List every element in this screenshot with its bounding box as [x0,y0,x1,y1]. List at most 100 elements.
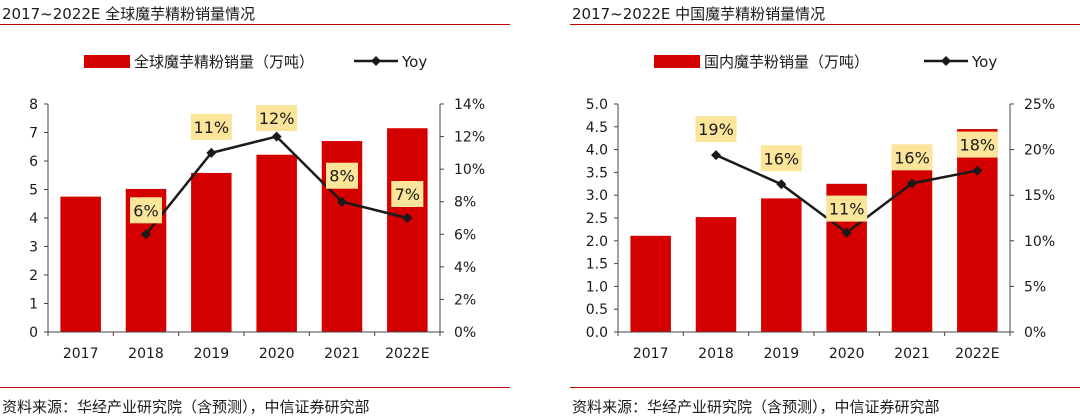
bar-2017 [60,196,101,332]
yoy-label-2020: 12% [256,105,298,131]
x-tick-label: 2022E [955,346,999,362]
y-tick-label-right: 0% [1024,325,1046,341]
x-tick-label: 2019 [764,346,800,362]
bar-2022E [387,128,428,332]
yoy-label-2019: 16% [760,145,802,172]
left-chart-panel: 2017~2022E 全球魔芋精粉销量情况 全球魔芋精粉销量（万吨） Yoy 0 1 2… [0,0,510,419]
yoy-point-2018 [141,229,151,240]
y-tick-label-left: 2 [29,268,38,284]
bar-2017 [630,235,671,332]
y-tick-label-right: 4% [454,260,476,276]
title-rule [0,24,510,25]
yoy-label-bg [826,195,868,222]
title-rule [570,24,1080,25]
yoy-label-2018: 19% [695,116,737,143]
y-tick-label-left: 4 [29,211,38,227]
bar-2019 [191,172,232,332]
y-tick-label-right: 10% [1024,234,1055,250]
global-sales-chart: 全球魔芋精粉销量（万吨） Yoy 0 1 2 3 4 5 6 7 8 0% 2% 4% 6% 8% 10% 12%… [29,53,485,362]
yoy-point-2018 [711,150,721,161]
x-tick-label: 2018 [698,346,734,362]
y-tick-label-right: 12% [454,130,485,146]
x-tick-label: 2021 [894,346,930,362]
y-tick-label-left: 1 [29,297,38,313]
bar-2021 [891,159,933,332]
y-tick-label-left: 7 [29,126,38,142]
yoy-label-text: 7% [395,185,420,204]
yoy-label-text: 18% [960,136,996,155]
yoy-label-2018: 6% [130,197,162,224]
bar-2022E [957,129,998,332]
y-tick-label-left: 0.5 [586,302,608,318]
legend-line-label: Yoy [971,53,997,71]
y-tick-label-right: 2% [454,292,476,308]
yoy-label-bg [190,113,232,140]
yoy-label-bg [256,105,298,131]
yoy-label-text: 8% [329,167,354,186]
y-tick-label-left: 3 [29,240,38,256]
yoy-label-text: 19% [698,120,734,139]
yoy-label-text: 12% [259,109,295,128]
yoy-point-2022E [972,165,983,176]
bar-2018 [695,217,737,332]
china-sales-chart: 国内魔芋粉销量（万吨） Yoy 0.0 0.5 1.0 1.5 2.0 2.5 3.0 3.5 4.… [586,53,1055,362]
chart-source: 资料来源：华经产业研究院（含预测），中信证券研究部 [2,398,370,416]
yoy-label-bg [326,162,358,189]
source-rule [0,387,510,388]
y-tick-label-left: 1.5 [586,257,608,273]
y-tick-label-right: 15% [1024,188,1055,204]
x-tick-label: 2021 [324,346,360,362]
chart-source: 资料来源：华经产业研究院（含预测），中信证券研究部 [572,398,940,416]
yoy-point-2021 [907,178,917,189]
yoy-point-2021 [337,196,347,207]
yoy-point-2019 [776,179,787,190]
y-tick-label-right: 5% [1024,279,1046,295]
chart-title: 2017~2022E 全球魔芋精粉销量情况 [2,5,256,23]
y-tick-label-right: 14% [454,97,485,113]
legend-line-marker [941,56,951,66]
y-tick-label-left: 1.0 [586,279,608,295]
yoy-label-bg [956,131,998,158]
y-tick-label-left: 8 [29,97,38,113]
yoy-point-2020 [841,227,852,238]
y-tick-label-right: 20% [1024,143,1055,159]
yoy-point-2020 [271,131,282,142]
legend-bar-swatch [84,55,130,68]
source-rule [570,387,1080,388]
x-tick-label: 2020 [829,346,865,362]
yoy-label-bg [695,116,737,143]
y-tick-label-left: 2.5 [586,211,608,227]
yoy-label-text: 16% [894,148,930,167]
x-tick-label: 2019 [194,346,230,362]
x-tick-label: 2018 [128,346,164,362]
legend: 国内魔芋粉销量（万吨） Yoy [654,53,997,71]
yoy-label-text: 11% [829,200,865,219]
yoy-label-bg [760,145,802,172]
y-tick-label-left: 3.0 [586,188,608,204]
y-tick-label-left: 5.0 [586,97,608,113]
y-tick-label-left: 0.0 [586,325,608,341]
yoy-label-bg [130,197,162,224]
y-tick-label-left: 0 [29,325,38,341]
x-tick-label: 2020 [259,346,295,362]
yoy-label-2022E: 18% [956,131,998,158]
y-tick-label-left: 4.5 [586,120,608,136]
legend-bar-label: 国内魔芋粉销量（万吨） [704,53,869,71]
bar-2019 [761,198,802,332]
bar-2020 [256,154,297,332]
y-tick-label-right: 6% [454,227,476,243]
yoy-label-2021: 16% [891,144,933,171]
yoy-label-text: 16% [764,149,800,168]
y-tick-label-left: 5 [29,183,38,199]
x-tick-label: 2022E [385,346,429,362]
y-tick-label-right: 10% [454,162,485,178]
chart-title: 2017~2022E 中国魔芋精粉销量情况 [572,5,826,23]
legend-line-marker [371,56,381,66]
legend-bar-swatch [654,55,700,68]
yoy-label-text: 11% [194,118,230,137]
right-chart-panel: 2017~2022E 中国魔芋精粉销量情况 国内魔芋粉销量（万吨） Yoy 0.0 0… [570,0,1080,419]
y-tick-label-left: 6 [29,154,38,170]
x-tick-label: 2017 [63,346,99,362]
y-tick-label-right: 25% [1024,97,1055,113]
y-tick-label-right: 8% [454,195,476,211]
